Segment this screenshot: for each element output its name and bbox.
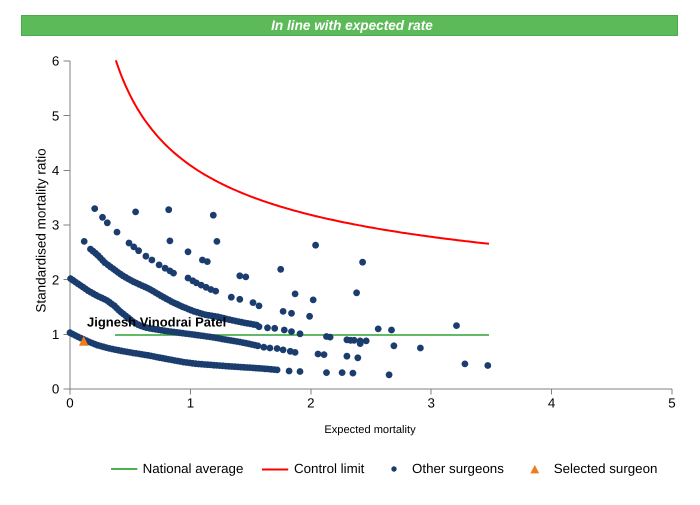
svg-text:National average: National average: [143, 461, 244, 476]
svg-text:Standardised mortality ratio: Standardised mortality ratio: [34, 148, 49, 312]
svg-text:6: 6: [52, 54, 59, 69]
svg-text:0: 0: [52, 382, 59, 397]
svg-text:Jignesh Vinodrai Patel: Jignesh Vinodrai Patel: [87, 315, 226, 330]
svg-text:4: 4: [548, 395, 556, 410]
svg-text:2: 2: [52, 272, 59, 287]
svg-text:0: 0: [66, 395, 73, 410]
svg-text:Selected surgeon: Selected surgeon: [554, 461, 658, 476]
svg-text:1: 1: [52, 327, 59, 342]
svg-text:4: 4: [52, 163, 60, 178]
svg-text:3: 3: [427, 395, 434, 410]
svg-text:Other surgeons: Other surgeons: [412, 461, 504, 476]
svg-text:2: 2: [307, 395, 314, 410]
svg-text:5: 5: [668, 395, 675, 410]
svg-text:Control limit: Control limit: [294, 461, 365, 476]
svg-text:Expected mortality: Expected mortality: [324, 424, 416, 436]
svg-text:5: 5: [52, 108, 59, 123]
svg-text:3: 3: [52, 218, 59, 233]
svg-text:1: 1: [187, 395, 194, 410]
